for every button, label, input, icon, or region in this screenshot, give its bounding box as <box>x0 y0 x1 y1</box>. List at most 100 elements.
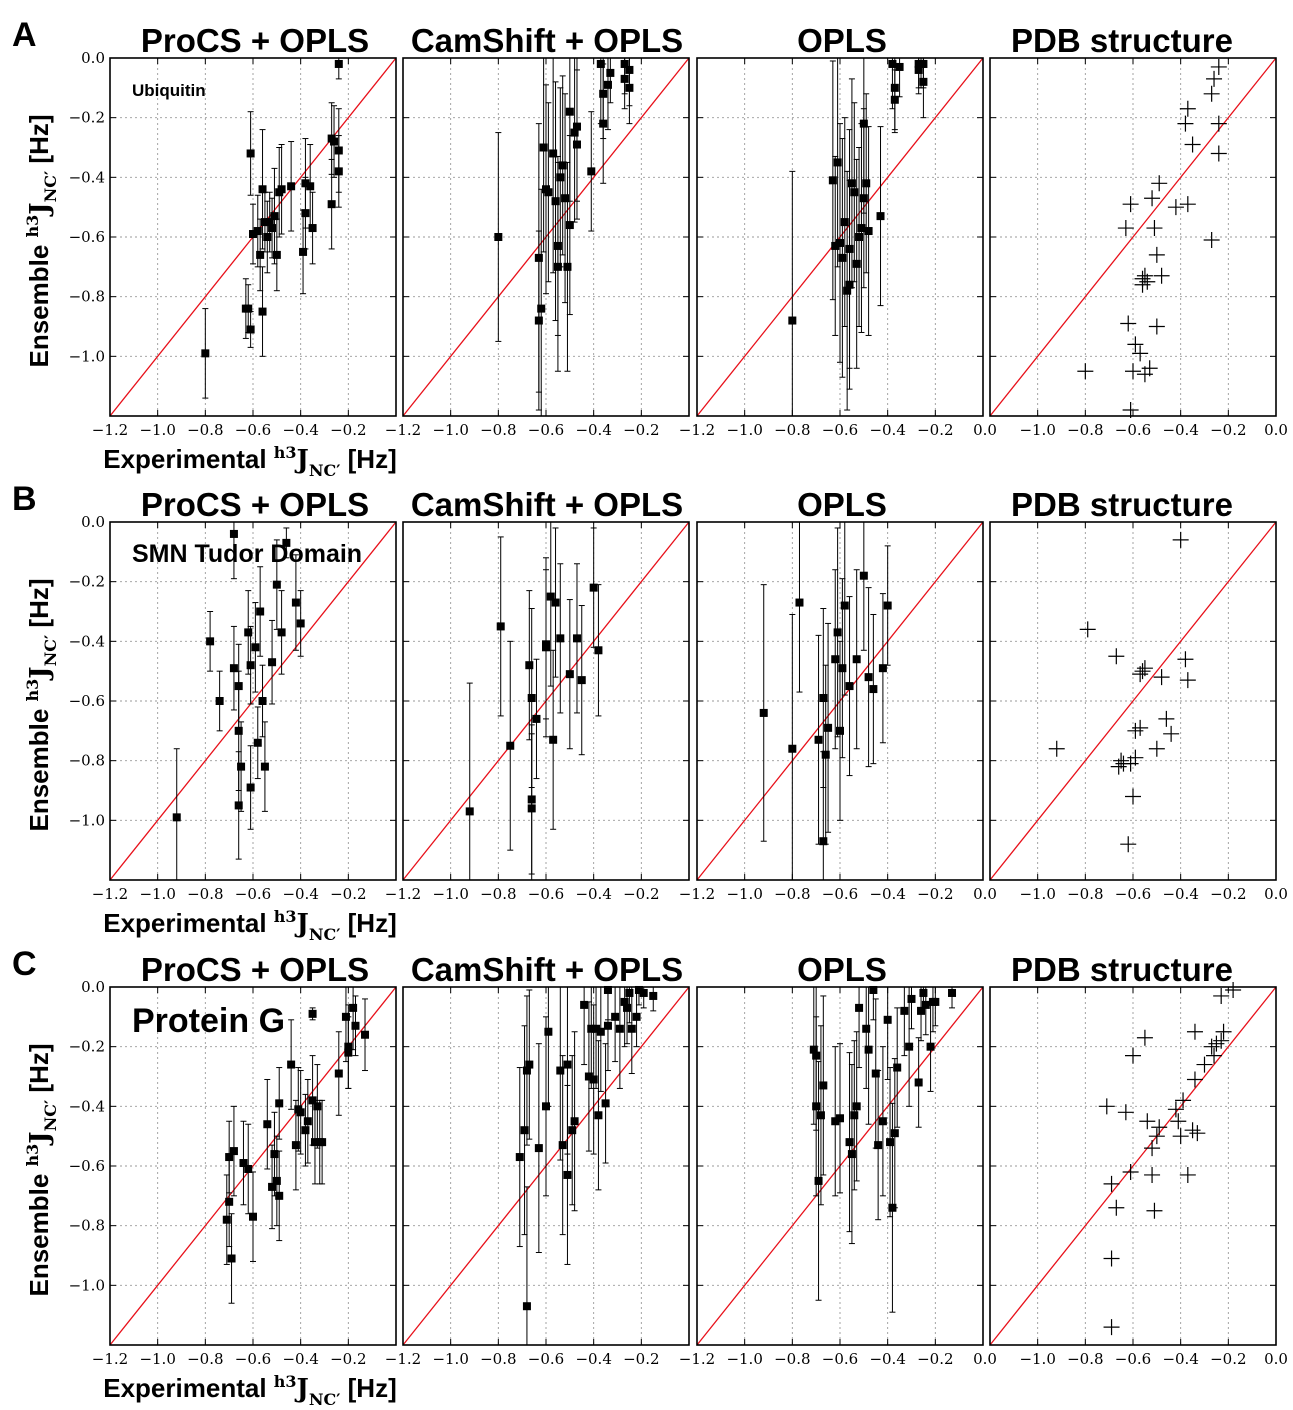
data-point <box>852 1102 861 1111</box>
data-point <box>1125 1047 1141 1064</box>
data-point <box>871 1069 880 1078</box>
data-point <box>592 1024 601 1033</box>
data-point <box>831 655 840 664</box>
data-point <box>814 735 823 744</box>
x-tick-label: −1.0 <box>432 1350 468 1368</box>
data-point <box>584 1072 593 1081</box>
data-point <box>330 137 339 146</box>
identity-line <box>989 57 1277 417</box>
data-point <box>819 694 828 703</box>
x-tick-label: −0.8 <box>774 885 810 903</box>
data-point <box>603 80 612 89</box>
y-tick-label: −0.8 <box>69 1217 105 1235</box>
data-point <box>1122 1163 1139 1180</box>
data-point <box>275 1099 284 1108</box>
panel-frame <box>696 986 984 1346</box>
y-tick-label: −0.4 <box>69 1097 105 1115</box>
data-point <box>589 1075 598 1084</box>
data-point <box>893 1063 902 1072</box>
data-point <box>809 1045 818 1054</box>
x-tick-label: −0.4 <box>282 1350 318 1368</box>
data-point <box>905 1042 914 1051</box>
x-tick-label: −0.2 <box>330 421 366 439</box>
data-point <box>634 985 643 994</box>
panel-title-b-3: OPLS <box>797 486 887 523</box>
panel-frame <box>989 521 1277 881</box>
y-tick-label: −0.2 <box>69 573 105 591</box>
data-point <box>237 762 246 771</box>
panel-title-c-3: OPLS <box>797 951 887 988</box>
data-point <box>919 59 928 68</box>
data-point <box>1151 175 1168 192</box>
data-point <box>843 286 852 295</box>
data-point <box>857 224 866 233</box>
data-point <box>878 1117 887 1126</box>
data-point <box>258 185 267 194</box>
data-point <box>239 1159 248 1168</box>
data-point <box>534 1144 543 1153</box>
y-tick-label: −1.0 <box>69 347 105 365</box>
x-tick-label: −0.2 <box>330 1350 366 1368</box>
data-point <box>874 1141 883 1150</box>
data-point <box>1203 231 1220 248</box>
data-point <box>1167 1101 1184 1118</box>
data-point <box>565 670 574 679</box>
data-point <box>1141 360 1158 377</box>
identity-line <box>989 986 1277 1346</box>
data-point <box>299 247 308 256</box>
data-point <box>603 1021 612 1030</box>
identity-line <box>989 521 1277 881</box>
data-point <box>270 212 279 221</box>
data-point <box>816 1111 825 1120</box>
x-tick-label: −0.4 <box>869 1350 905 1368</box>
data-point <box>862 1024 871 1033</box>
data-point <box>318 1138 327 1147</box>
y-tick-label: −1.0 <box>69 811 105 829</box>
data-point <box>272 580 281 589</box>
data-point <box>563 1060 572 1069</box>
panel-b-4 <box>989 521 1277 881</box>
data-point <box>862 179 871 188</box>
panel-a-1 <box>109 57 397 417</box>
data-point <box>620 74 629 83</box>
data-point <box>527 804 536 813</box>
data-point <box>864 673 873 682</box>
x-tick-label: −0.6 <box>822 1350 858 1368</box>
data-point <box>1179 196 1196 213</box>
data-point <box>1158 710 1175 727</box>
data-point <box>1175 1092 1192 1109</box>
x-tick-label: 0.0 <box>1264 1350 1288 1368</box>
data-point <box>1203 85 1220 102</box>
row-letter-c: C <box>12 945 37 983</box>
data-point <box>229 1147 238 1156</box>
data-point <box>1079 621 1096 638</box>
data-point <box>260 218 269 227</box>
data-point <box>277 628 286 637</box>
data-point <box>334 167 343 176</box>
panel-frame <box>402 986 690 1346</box>
x-tick-label: −0.8 <box>187 1350 223 1368</box>
data-point <box>907 994 916 1003</box>
data-point <box>1132 719 1149 736</box>
data-point <box>287 182 296 191</box>
data-point <box>900 1006 909 1015</box>
panel-frame <box>109 57 397 417</box>
data-point <box>1120 315 1137 332</box>
x-tick-label: −0.6 <box>235 421 271 439</box>
data-point <box>558 1141 567 1150</box>
data-point <box>1103 1319 1120 1336</box>
data-point <box>351 1021 360 1030</box>
data-point <box>594 1111 603 1120</box>
data-point <box>845 1138 854 1147</box>
data-point <box>551 197 560 206</box>
data-point <box>258 697 267 705</box>
panel-title-b-2: CamShift + OPLS <box>411 486 683 523</box>
data-point <box>1148 1128 1165 1145</box>
data-point <box>1125 363 1141 380</box>
data-point <box>594 646 603 655</box>
x-tick-label: −1.0 <box>726 885 762 903</box>
data-point <box>229 664 238 673</box>
data-point <box>855 1003 864 1012</box>
x-tick-label: −1.2 <box>679 421 715 439</box>
panel-c-2 <box>402 985 690 1346</box>
